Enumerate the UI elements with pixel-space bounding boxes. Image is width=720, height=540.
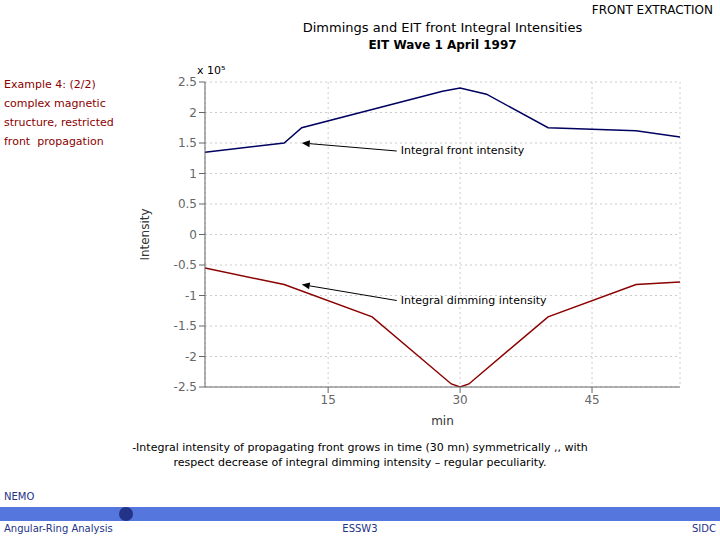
svg-text:Integral front intensity: Integral front intensity <box>401 144 525 157</box>
html-text:x 10⁵: x 10⁵ <box>197 64 226 77</box>
html-text:Example 4: (2/2): Example 4: (2/2) <box>4 78 96 91</box>
html-text:NEMO: NEMO <box>4 491 35 502</box>
svg-text:-2: -2 <box>185 350 197 364</box>
html-text:Dimmings and EIT front Integra: Dimmings and EIT front Integral Intensit… <box>302 20 583 35</box>
svg-text:-2.5: -2.5 <box>174 380 197 394</box>
html-text:respect decrease of integral d: respect decrease of integral dimming int… <box>173 456 547 469</box>
html-text:SIDC: SIDC <box>692 523 716 534</box>
html-text:structure, restricted: structure, restricted <box>4 116 114 129</box>
html-text:FRONT EXTRACTION: FRONT EXTRACTION <box>591 3 713 17</box>
html-text:complex magnetic: complex magnetic <box>4 97 106 110</box>
html-text:-Integral intensity of propaga: -Integral intensity of propagating front… <box>132 441 588 454</box>
svg-text:1.5: 1.5 <box>178 136 197 150</box>
svg-text:0.5: 0.5 <box>178 197 197 211</box>
svg-text:-1.5: -1.5 <box>174 319 197 333</box>
svg-text:min: min <box>431 414 454 428</box>
html-text:front propagation: front propagation <box>4 135 104 148</box>
svg-text:Integral dimming intensity: Integral dimming intensity <box>401 294 547 307</box>
html-text:Angular-Ring Analysis: Angular-Ring Analysis <box>4 523 113 534</box>
svg-text:2: 2 <box>189 106 197 120</box>
html-text:ESSW3: ESSW3 <box>342 523 378 534</box>
svg-text:15: 15 <box>321 393 336 407</box>
svg-text:2.5: 2.5 <box>178 75 197 89</box>
svg-text:-1: -1 <box>185 289 197 303</box>
html-text:EIT Wave 1 April 1997: EIT Wave 1 April 1997 <box>368 38 517 52</box>
svg-text:0: 0 <box>189 228 197 242</box>
svg-text:-0.5: -0.5 <box>174 258 197 272</box>
svg-text:30: 30 <box>452 393 467 407</box>
svg-text:1: 1 <box>189 167 197 181</box>
svg-text:Intensity: Intensity <box>140 208 152 260</box>
svg-text:45: 45 <box>584 393 599 407</box>
